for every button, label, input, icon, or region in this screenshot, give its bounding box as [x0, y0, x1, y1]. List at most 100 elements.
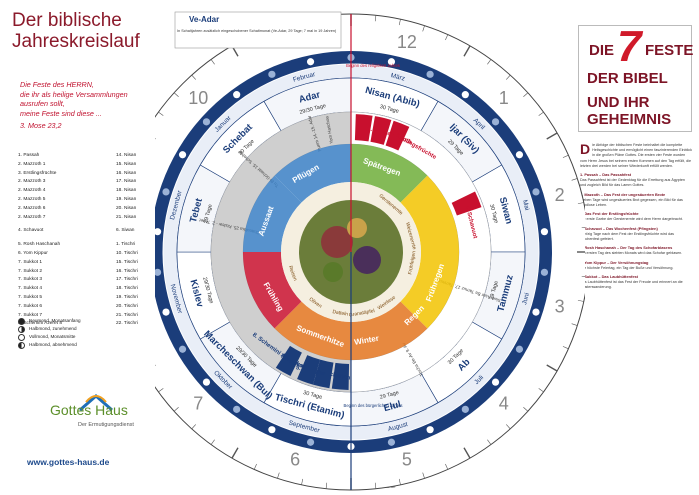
gottes-haus-logo: Gottes Haus Der Ermutigungsdienst	[30, 392, 180, 452]
moon-key-full: Vollmond, Monatsmitte	[18, 333, 158, 341]
legend-row: 7. Sukkot 3 17. Tischri	[18, 276, 158, 285]
clock-tick	[191, 424, 196, 430]
legend-feast: 2. Mazzoth 5	[18, 196, 46, 202]
feste-title-box: DIE 7 FESTE DER BIBEL UND IHR GEHEIMNIS	[578, 22, 694, 132]
moon-phase-dot	[268, 70, 276, 78]
legend-row: 7. Sukkot 1 15. Tischri	[18, 259, 158, 268]
legend-row: 2. Mazzoth 3 17. Nisan	[18, 178, 158, 187]
season-segment	[274, 301, 351, 360]
clock-tick	[277, 472, 280, 479]
website-link[interactable]: www.gottes-haus.de	[27, 457, 110, 467]
legend-date: 21. Nisan	[116, 214, 137, 220]
clock-tick	[506, 74, 511, 80]
clock-tick	[398, 19, 401, 26]
full-moon-icon	[18, 333, 25, 341]
hebrew-month-days: 29 Tage	[203, 204, 214, 224]
legend-date: 18. Tischri	[116, 286, 138, 292]
legend-date: 20. Tischri	[116, 303, 138, 309]
moon-phase-dot	[532, 308, 540, 316]
moon-phase-dot	[461, 91, 469, 99]
wheat-shape	[347, 218, 367, 238]
section-heading: 4. Schavuot – Das Wochenfest (Pfingsten)	[580, 225, 658, 231]
moon-key-waxing: Halbmond, zunehmend	[18, 325, 158, 333]
clock-tick	[158, 388, 164, 393]
legend-row: 7. Sukkot 4 18. Tischri	[18, 285, 158, 294]
moon-phase-dot	[268, 426, 276, 434]
clock-number: 7	[193, 393, 203, 413]
moon-phase-dot	[306, 58, 315, 66]
feste-die: DIE	[589, 42, 615, 59]
feste-und-ihr-geheimnis: UND IHR GEHEIMNIS	[587, 94, 672, 128]
legend-date: 18. Nisan	[116, 188, 137, 194]
moon-phase-dot	[461, 405, 469, 413]
ve-adar-text: In Schaltjahren zusätzlich eingeschobene…	[177, 29, 337, 33]
legend-date: 14. Nisan	[116, 153, 137, 158]
legend-date: 16. Tischri	[116, 268, 138, 274]
legend-date: 15. Tischri	[116, 259, 138, 265]
clock-tick	[463, 45, 471, 57]
moon-phase-dot	[202, 378, 211, 386]
legend-row: 7. Sukkot 6 20. Tischri	[18, 303, 158, 312]
moon-phase-dot	[387, 438, 396, 446]
waning-moon-icon	[18, 341, 25, 349]
legend-row: 2. Mazzoth 4 18. Nisan	[18, 187, 158, 196]
clock-tick	[538, 388, 544, 393]
feast-date-legend: 1. Passah 14. Nisan 2. Mazzoth 1 15. Nisan 3…	[18, 152, 158, 334]
clock-tick	[581, 275, 585, 277]
season-label: Winter	[354, 334, 380, 347]
legend-row: 7. Sukkot 5 19. Tischri	[18, 294, 158, 303]
season-segment	[400, 175, 459, 252]
legend-feast: 8. Schemini Azeret 8	[18, 321, 62, 327]
quote-reference: 3. Mose 23,2	[20, 121, 62, 130]
legend-row: 3. Erstlingsfrüchte 16. Nisan	[18, 170, 158, 179]
harvest-label: Reisen	[287, 265, 298, 282]
clock-tick	[445, 34, 449, 41]
feast-marker	[331, 362, 350, 390]
legend-row: 2. Mazzoth 7 21. Nisan	[18, 214, 158, 223]
legend-date: 10. Tischri	[116, 250, 138, 256]
clock-tick	[581, 227, 585, 229]
minor-event: Yom Haschoa	[324, 115, 334, 144]
clock-tick	[546, 364, 558, 372]
legend-feast: 2. Mazzoth 7	[18, 214, 46, 220]
season-segment	[243, 175, 302, 252]
moon-phase-dot	[491, 378, 500, 386]
gregorian-month: Mai	[521, 199, 530, 211]
legend-date: 15. Nisan	[116, 161, 137, 167]
clock-tick	[374, 15, 377, 22]
moon-phase-dot	[233, 91, 241, 99]
feste-feste: FESTE	[645, 42, 694, 59]
moon-phase-dot	[155, 268, 162, 276]
legend-date: 1. Tischri	[116, 242, 136, 248]
moon-phase-dot	[491, 118, 500, 126]
clock-number: 4	[499, 393, 509, 413]
clock-tick	[463, 447, 471, 459]
clock-tick	[374, 482, 377, 489]
legend-feast: 1. Passah	[18, 153, 40, 158]
feast-marker	[312, 359, 334, 389]
section-text: Das Passahfest ist der Gedenktag für die…	[580, 178, 685, 188]
religious-year-label: Beginn des religiösen Jahres	[346, 63, 400, 68]
quote-line: Die Feste des HERRN,	[20, 80, 94, 89]
clock-number: 1	[499, 88, 509, 108]
clock-tick	[571, 323, 578, 326]
legend-group: 5. Rosh Haschanah 1. Tischri 6. Yom Kippur…	[18, 241, 158, 329]
legend-date: 19. Tischri	[116, 294, 138, 300]
legend-feast: 2. Mazzoth 3	[18, 179, 46, 185]
legend-feast: 7. Sukkot 3	[18, 277, 42, 283]
clock-tick	[210, 59, 215, 65]
legend-row: 2. Mazzoth 6 20. Nisan	[18, 205, 158, 214]
hebrew-month-name: Adar	[298, 89, 322, 105]
moon-phase-dot	[202, 118, 211, 126]
legend-feast: 7. Sukkot 5	[18, 294, 42, 300]
legend-feast: 7. Sukkot 6	[18, 303, 42, 309]
ve-adar-title: Ve-Adar	[189, 15, 219, 24]
harvest-label: Frühfeigen	[407, 250, 417, 275]
legend-feast: 2. Mazzoth 6	[18, 205, 46, 211]
moon-phase-dot	[233, 405, 241, 413]
season-segment	[274, 144, 351, 203]
legend-date: 21. Tischri	[116, 312, 138, 318]
legend-feast: 2. Mazzoth 1	[18, 161, 46, 167]
olives-shape	[323, 262, 343, 282]
